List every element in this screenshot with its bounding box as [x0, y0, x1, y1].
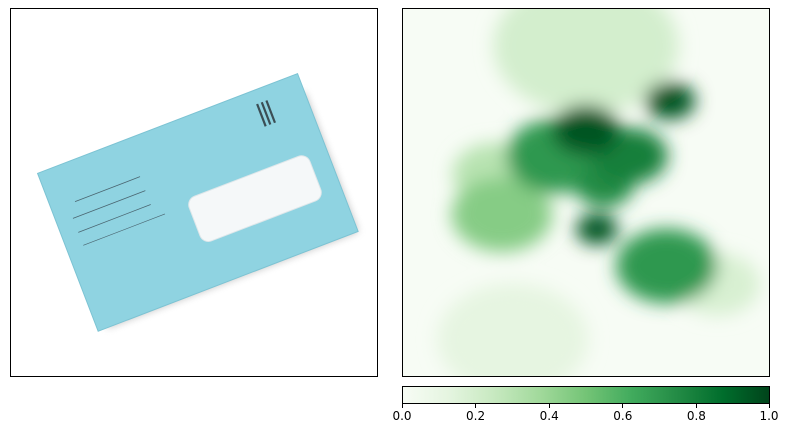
heatmap-panel [402, 8, 770, 377]
heat-blob [644, 82, 696, 120]
envelope-image [11, 9, 377, 376]
colorbar-tick-labels: 0.0 0.2 0.4 0.6 0.8 1.0 [392, 404, 779, 434]
envelope-window [188, 155, 322, 242]
heat-blob [552, 105, 620, 156]
heat-blob [493, 9, 679, 115]
colorbar [402, 386, 770, 404]
input-image-panel [10, 8, 378, 377]
heat-blob [437, 283, 589, 376]
heat-blob [575, 213, 619, 245]
envelope [36, 72, 359, 332]
attribution-heatmap [403, 9, 769, 376]
heat-blob [451, 177, 553, 252]
heat-blob [616, 228, 718, 304]
